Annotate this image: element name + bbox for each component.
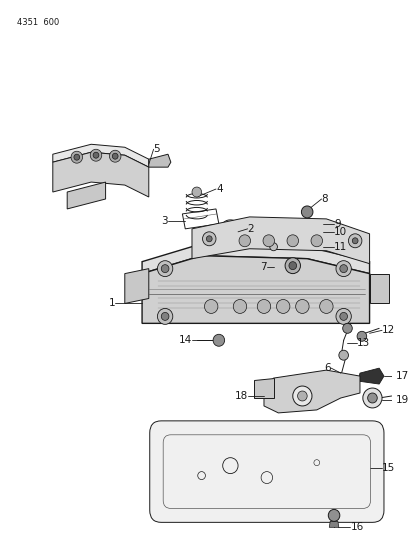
Text: 13: 13 (357, 338, 370, 348)
Circle shape (206, 236, 212, 242)
Polygon shape (149, 154, 171, 167)
Circle shape (296, 300, 309, 313)
Circle shape (71, 151, 82, 163)
Circle shape (339, 350, 348, 360)
Polygon shape (264, 370, 360, 413)
Circle shape (192, 187, 202, 197)
Text: 4: 4 (216, 184, 223, 194)
Polygon shape (295, 229, 319, 235)
Circle shape (239, 235, 251, 247)
Circle shape (263, 235, 275, 247)
Text: 3: 3 (161, 216, 168, 226)
Circle shape (357, 332, 367, 341)
Circle shape (340, 312, 348, 320)
Circle shape (161, 265, 169, 272)
Circle shape (336, 261, 351, 277)
Polygon shape (53, 152, 149, 197)
Polygon shape (293, 221, 322, 227)
Text: 5: 5 (153, 144, 160, 154)
Circle shape (293, 386, 312, 406)
Polygon shape (297, 236, 317, 257)
Polygon shape (67, 182, 106, 209)
Text: 12: 12 (382, 325, 395, 335)
Text: 15: 15 (382, 463, 395, 473)
Circle shape (343, 324, 352, 333)
Text: 14: 14 (179, 335, 192, 345)
Circle shape (319, 300, 333, 313)
Polygon shape (297, 257, 334, 271)
Text: 6: 6 (324, 363, 331, 373)
Polygon shape (292, 257, 323, 262)
Text: 19: 19 (395, 395, 408, 405)
Circle shape (270, 243, 277, 251)
Circle shape (109, 150, 121, 162)
Text: 17: 17 (395, 371, 408, 381)
Circle shape (213, 334, 225, 346)
Circle shape (93, 152, 99, 158)
Text: 11: 11 (334, 242, 347, 252)
Circle shape (161, 312, 169, 320)
Circle shape (90, 149, 102, 161)
Polygon shape (142, 256, 370, 324)
Text: 8: 8 (322, 194, 328, 204)
Polygon shape (245, 261, 283, 277)
Circle shape (302, 206, 313, 218)
Text: 10: 10 (334, 227, 347, 237)
Text: 4351  600: 4351 600 (17, 18, 60, 27)
Circle shape (157, 261, 173, 277)
Circle shape (368, 393, 377, 403)
Circle shape (112, 153, 118, 159)
Circle shape (311, 235, 323, 247)
Text: 18: 18 (235, 391, 248, 401)
Circle shape (233, 300, 247, 313)
Text: 9: 9 (334, 219, 341, 229)
Circle shape (352, 238, 358, 244)
Circle shape (363, 388, 382, 408)
Circle shape (277, 300, 290, 313)
Circle shape (285, 257, 300, 273)
Polygon shape (192, 217, 370, 264)
Circle shape (328, 510, 340, 521)
Circle shape (297, 391, 307, 401)
Circle shape (348, 234, 362, 248)
Polygon shape (329, 521, 339, 527)
FancyBboxPatch shape (150, 421, 384, 522)
Circle shape (202, 232, 216, 246)
Circle shape (287, 235, 299, 247)
Polygon shape (254, 378, 274, 398)
Polygon shape (358, 368, 384, 384)
Circle shape (336, 309, 351, 325)
Circle shape (289, 262, 297, 270)
Polygon shape (125, 269, 149, 303)
Polygon shape (142, 244, 370, 273)
Circle shape (157, 309, 173, 325)
Circle shape (340, 265, 348, 272)
Circle shape (257, 300, 271, 313)
Text: 1: 1 (109, 298, 115, 309)
Circle shape (74, 154, 80, 160)
Text: 2: 2 (248, 224, 254, 234)
Polygon shape (370, 273, 389, 303)
Text: 16: 16 (350, 522, 364, 532)
Text: 7: 7 (260, 262, 267, 272)
Polygon shape (53, 144, 149, 167)
Circle shape (204, 300, 218, 313)
